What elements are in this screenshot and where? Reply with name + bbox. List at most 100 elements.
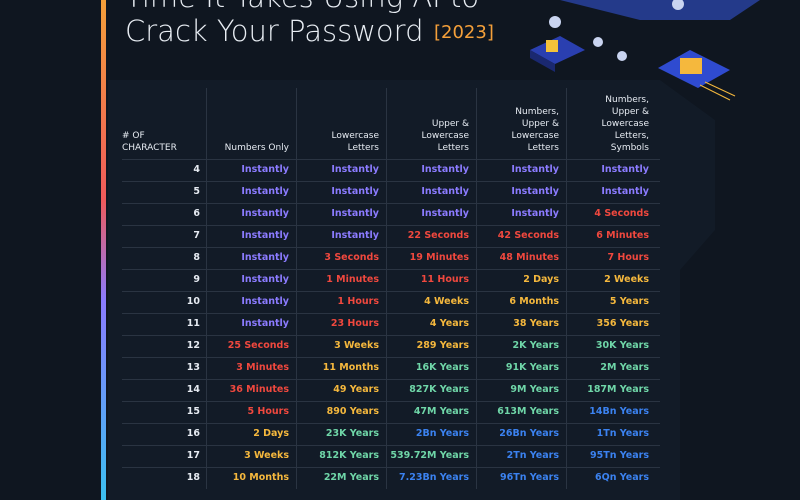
column-header: Numbers, Upper & Lowercase Letters	[511, 107, 559, 153]
time-cell: 4 Years	[429, 318, 469, 329]
time-cell: 22 Seconds	[407, 230, 469, 241]
time-cell: Instantly	[241, 296, 289, 307]
column-header: Numbers, Upper & Lowercase Letters, Symb…	[601, 95, 649, 153]
cpu-core	[680, 58, 702, 74]
time-cell: 3 Weeks	[334, 340, 379, 351]
time-cell: Instantly	[241, 318, 289, 329]
time-cell: 187M Years	[587, 384, 649, 395]
time-cell: 4 Weeks	[424, 296, 469, 307]
row-line	[122, 159, 660, 160]
time-cell: 11 Months	[322, 362, 379, 373]
time-cell: 2M Years	[600, 362, 649, 373]
row-line	[122, 379, 660, 380]
node	[617, 51, 627, 61]
row-label: 12	[186, 340, 200, 351]
time-cell: Instantly	[421, 208, 469, 219]
time-cell: Instantly	[241, 274, 289, 285]
time-cell: 1Tn Years	[596, 428, 649, 439]
separator	[566, 88, 567, 489]
time-cell: 22M Years	[323, 472, 379, 483]
time-cell: Instantly	[241, 208, 289, 219]
time-cell: Instantly	[331, 208, 379, 219]
row-label: 18	[186, 472, 200, 483]
panel	[108, 80, 715, 500]
time-cell: 10 Months	[232, 472, 289, 483]
time-cell: 36 Minutes	[229, 384, 289, 395]
time-cell: 95Tn Years	[590, 450, 649, 461]
time-cell: 96Tn Years	[500, 472, 559, 483]
column-header: Upper & Lowercase Letters	[421, 119, 469, 153]
row-label: 17	[186, 450, 200, 461]
time-cell: 47M Years	[413, 406, 469, 417]
time-cell: 2Bn Years	[415, 428, 469, 439]
row-line	[122, 313, 660, 314]
time-cell: 890 Years	[326, 406, 379, 417]
year: [2023]	[434, 22, 494, 43]
time-cell: 5 Years	[609, 296, 649, 307]
row-label: 8	[193, 252, 200, 263]
time-cell: 613M Years	[497, 406, 559, 417]
row-label: 14	[186, 384, 200, 395]
time-cell: 2Tn Years	[506, 450, 559, 461]
node	[593, 37, 603, 47]
row-line	[122, 357, 660, 358]
time-cell: 19 Minutes	[409, 252, 469, 263]
time-cell: 827K Years	[409, 384, 469, 395]
column-header: Lowercase Letters	[331, 131, 379, 153]
time-cell: 16K Years	[415, 362, 469, 373]
time-cell: 23 Hours	[330, 318, 379, 329]
time-cell: 4 Seconds	[594, 208, 649, 219]
time-cell: Instantly	[601, 186, 649, 197]
time-cell: Instantly	[511, 186, 559, 197]
row-label: 5	[193, 186, 200, 197]
time-cell: 5 Hours	[247, 406, 290, 417]
title-line: Time It Takes Using AI to	[125, 0, 479, 14]
side-bar	[101, 0, 106, 500]
row-label: 16	[186, 428, 200, 439]
separator	[386, 88, 387, 489]
row-label: 7	[193, 230, 200, 241]
row-line	[122, 423, 660, 424]
time-cell: 812K Years	[319, 450, 379, 461]
row-line	[122, 291, 660, 292]
row-line	[122, 401, 660, 402]
time-cell: Instantly	[241, 230, 289, 241]
row-label: 15	[186, 406, 200, 417]
time-cell: 1 Hours	[337, 296, 380, 307]
row-line	[122, 467, 660, 468]
time-cell: Instantly	[511, 208, 559, 219]
time-cell: Instantly	[241, 186, 289, 197]
time-cell: 11 Hours	[420, 274, 469, 285]
time-cell: 3 Weeks	[244, 450, 289, 461]
time-cell: 6 Months	[509, 296, 559, 307]
time-cell: Instantly	[511, 164, 559, 175]
time-cell: Instantly	[331, 164, 379, 175]
time-cell: 356 Years	[596, 318, 649, 329]
time-cell: 38 Years	[513, 318, 559, 329]
row-line	[122, 335, 660, 336]
time-cell: 42 Seconds	[497, 230, 559, 241]
time-cell: 6 Minutes	[596, 230, 649, 241]
time-cell: 7.23Bn Years	[399, 472, 469, 483]
time-cell: 25 Seconds	[227, 340, 289, 351]
pin	[699, 84, 731, 101]
time-cell: 2K Years	[512, 340, 559, 351]
time-cell: Instantly	[421, 186, 469, 197]
separator	[206, 88, 207, 489]
row-line	[122, 203, 660, 204]
row-line	[122, 445, 660, 446]
time-cell: 48 Minutes	[499, 252, 559, 263]
time-cell: 23K Years	[325, 428, 379, 439]
row-line	[122, 225, 660, 226]
chip	[560, 0, 760, 20]
row-label: 9	[193, 274, 200, 285]
node	[672, 0, 684, 10]
time-cell: 289 Years	[416, 340, 469, 351]
time-cell: Instantly	[421, 164, 469, 175]
time-cell: 3 Seconds	[324, 252, 379, 263]
row-label: 4	[193, 164, 200, 175]
cube	[546, 40, 558, 52]
time-cell: Instantly	[331, 186, 379, 197]
time-cell: 539.72M Years	[390, 450, 469, 461]
